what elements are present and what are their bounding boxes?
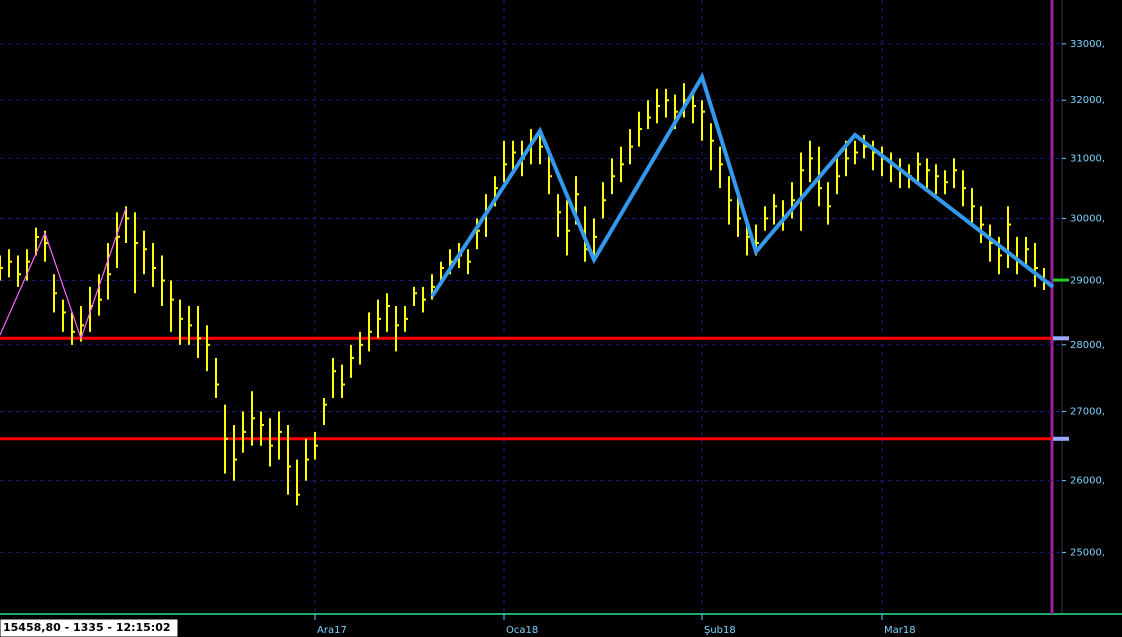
status-text: 15458,80 - 1335 - 12:15:02 [3,621,171,634]
x-tick-label: Şub18 [704,625,736,636]
axis-marker [1053,436,1069,441]
zigzag-line [430,72,1055,298]
right-axis-panel [1062,0,1122,614]
x-tick-label: Ara17 [317,625,347,636]
x-tick-label: Mar18 [884,625,916,636]
y-tick-label: 25000, [1070,547,1105,558]
y-tick-label: 32000, [1070,95,1105,106]
zigzag-line [0,207,127,341]
last-price-marker [1053,278,1069,282]
y-tick-label: 26000, [1070,476,1105,487]
axis-marker [1053,336,1069,341]
y-tick-label: 28000, [1070,340,1105,351]
x-tick-label: Oca18 [506,625,538,636]
y-tick-label: 31000, [1070,153,1105,164]
y-tick-label: 27000, [1070,406,1105,417]
y-tick-label: 30000, [1070,213,1105,224]
y-tick-label: 29000, [1070,276,1105,287]
y-tick-label: 33000, [1070,39,1105,50]
plot-area [0,0,1062,612]
status-box [0,618,179,637]
